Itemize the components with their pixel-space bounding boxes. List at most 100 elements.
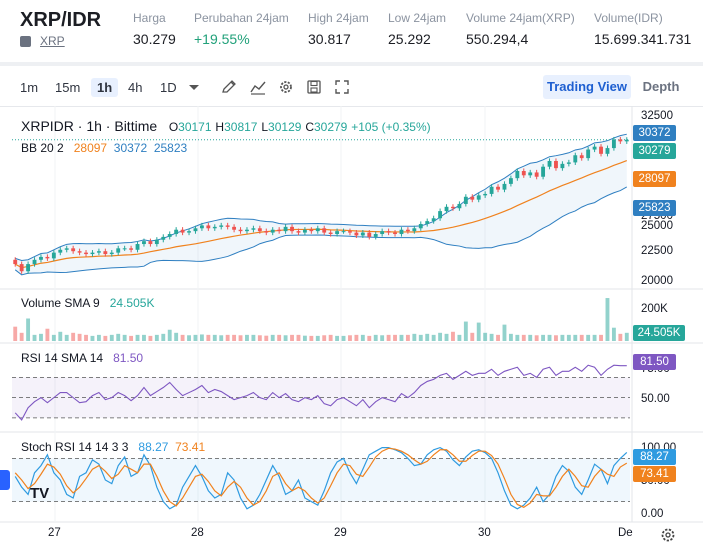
stat-value: 30.817: [308, 31, 351, 47]
volume-bar: [502, 324, 507, 341]
candle-body: [444, 206, 449, 212]
volume-bar: [470, 332, 475, 341]
expand-panel-handle[interactable]: [0, 470, 10, 490]
interval-1m[interactable]: 1m: [20, 80, 39, 95]
candle-body: [19, 264, 24, 272]
volume-bar: [444, 333, 449, 341]
legend-c-label: C: [305, 120, 314, 134]
volume-bar: [58, 331, 63, 341]
candle-body: [534, 172, 539, 177]
volume-bar: [611, 327, 616, 341]
volume-bar: [573, 334, 578, 341]
candle-body: [26, 264, 31, 272]
volume-bar: [476, 322, 481, 341]
candle-body: [122, 248, 127, 250]
save-icon[interactable]: [306, 79, 322, 95]
gear-icon[interactable]: [660, 527, 676, 543]
volume-bar: [554, 335, 558, 341]
volume-bar: [257, 335, 262, 341]
rsi-tag: 81.50: [633, 354, 676, 370]
legend-change: +105 (+0.35%): [351, 120, 431, 134]
stat-label: Volume(IDR): [594, 11, 663, 25]
volume-bar: [142, 334, 146, 341]
candle-body: [116, 248, 121, 253]
rsi-tick: 50.00: [641, 393, 670, 405]
stoch-band: [12, 458, 630, 502]
candle-body: [290, 226, 294, 232]
candle-body: [129, 248, 134, 250]
volume-bar: [154, 334, 159, 341]
candle-body: [341, 231, 346, 233]
gear-icon[interactable]: [278, 79, 294, 95]
volume-bar: [45, 328, 50, 341]
candle-body: [212, 226, 217, 229]
volume-bar: [360, 334, 365, 341]
volume-bar: [605, 298, 610, 341]
volume-bar: [199, 334, 204, 341]
legend-symbol: XRPIDR · 1h · Bittime: [21, 118, 158, 134]
candle-body: [71, 248, 76, 252]
fullscreen-icon[interactable]: [334, 79, 350, 95]
volume-bar: [245, 334, 249, 341]
legend-low: 30129: [268, 120, 302, 134]
volume-bar: [206, 334, 211, 341]
interval-4h[interactable]: 4h: [128, 80, 143, 95]
candle-body: [541, 166, 546, 177]
interval-1h[interactable]: 1h: [91, 78, 119, 97]
bb-lower-line: [14, 186, 628, 276]
volume-bar: [109, 334, 114, 341]
volume-bar: [541, 334, 546, 341]
pair-title: XRP/IDR: [20, 9, 102, 31]
bb-mid-value: 28097: [73, 141, 108, 155]
legend-high: 30817: [224, 120, 258, 134]
volume-bar: [302, 335, 307, 341]
candle-body: [58, 249, 63, 253]
volume-bar: [193, 334, 198, 341]
volume-label: Volume: [21, 296, 62, 310]
interval-1d[interactable]: 1D: [160, 80, 177, 95]
candle-body: [624, 139, 629, 142]
candle-body: [489, 186, 494, 194]
candle-body: [219, 225, 224, 227]
candle-body: [418, 223, 423, 229]
volume-bar: [528, 334, 533, 341]
volume-bar: [592, 334, 597, 341]
legend-h-label: H: [215, 120, 225, 134]
volume-bar: [225, 334, 230, 341]
candle-body: [386, 231, 391, 233]
candle-body: [360, 232, 365, 236]
candle-body: [335, 231, 340, 235]
candle-body: [611, 139, 616, 149]
price-tick: 32500: [641, 110, 673, 122]
interval-15m[interactable]: 15m: [55, 80, 81, 95]
bb-lower-tag: 25823: [633, 200, 676, 216]
stoch-d-tag: 73.41: [633, 466, 676, 482]
candle-body: [463, 196, 468, 204]
rsi-label: RSI 14 SMA 14: [21, 351, 104, 365]
volume-bar: [367, 335, 372, 341]
volume-bar: [270, 334, 275, 341]
candle-body: [592, 146, 597, 150]
volume-bar: [277, 334, 282, 341]
candle-body: [515, 171, 520, 179]
tab-trading-view[interactable]: Trading View: [543, 75, 631, 99]
candle-body: [142, 241, 146, 245]
candle-body: [238, 229, 243, 232]
chevron-down-icon[interactable]: [186, 79, 202, 95]
volume-bar: [212, 334, 217, 341]
candle-body: [187, 231, 191, 233]
price-tick: 20000: [641, 275, 673, 287]
volume-bar: [290, 334, 294, 341]
tab-depth[interactable]: Depth: [642, 79, 680, 94]
stoch-d-value: 73.41: [175, 440, 206, 454]
stat-low: Low 24jam 25.292: [388, 11, 446, 47]
coin-link[interactable]: XRP: [40, 34, 65, 48]
candle-body: [251, 228, 256, 230]
volume-bar: [534, 335, 539, 341]
time-tick: De: [618, 527, 633, 539]
indicator-icon[interactable]: [250, 79, 266, 95]
stat-change: Perubahan 24jam +19.55%: [194, 11, 289, 47]
pencil-icon[interactable]: [221, 79, 237, 95]
candle-body: [135, 244, 140, 250]
